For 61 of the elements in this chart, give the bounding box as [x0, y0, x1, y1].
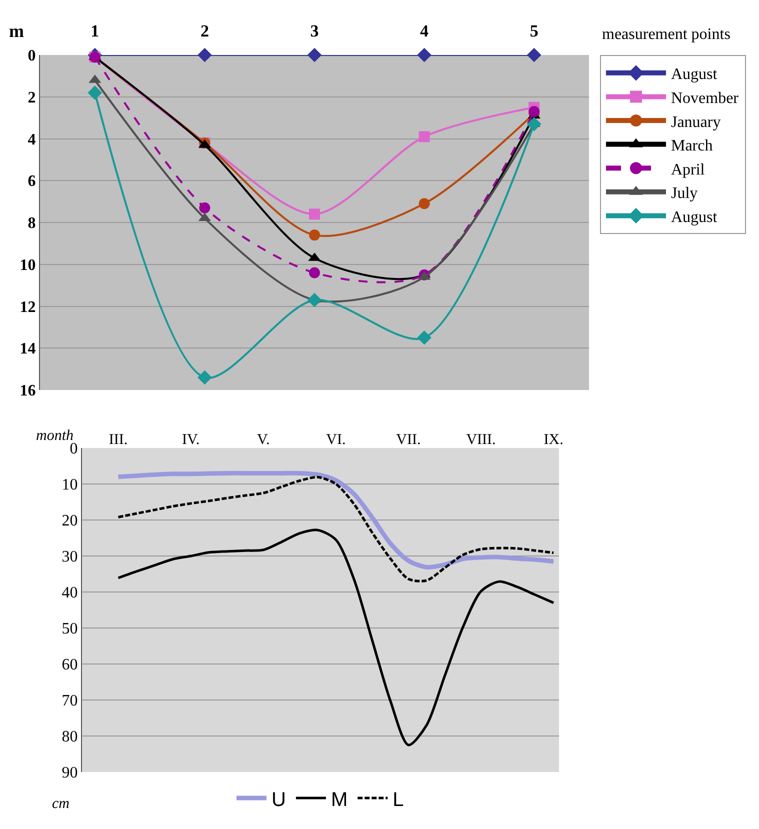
legend-label: November — [670, 90, 740, 107]
legend-label: March — [670, 138, 713, 155]
point — [307, 292, 322, 308]
y-tick-label: 4 — [28, 131, 36, 148]
y-tick-label: 40 — [62, 584, 78, 602]
x-tick-label: 2 — [200, 22, 209, 41]
x-tick-label: 3 — [310, 22, 319, 41]
point — [198, 370, 212, 385]
y-tick-label: 0 — [28, 48, 36, 65]
x-tick-label: V. — [257, 432, 270, 448]
x-tick-label: 5 — [530, 22, 538, 41]
point — [198, 48, 212, 62]
y-tick-label: 30 — [62, 548, 78, 566]
point — [309, 267, 320, 278]
point — [526, 116, 542, 132]
legend-label: July — [670, 185, 698, 202]
legend-label: January — [670, 114, 721, 131]
y-tick-label: 90 — [62, 764, 78, 782]
legend-label: August — [670, 66, 718, 84]
point — [88, 86, 102, 100]
y-tick-label: 12 — [20, 298, 36, 316]
legend-label: L — [392, 788, 404, 811]
legend-label: August — [670, 208, 718, 226]
line-series — [116, 470, 556, 570]
x-axis-title: measurement points — [602, 26, 730, 43]
y-tick-label: 50 — [62, 620, 78, 638]
x-tick-label: IX. — [544, 432, 564, 448]
x-tick-label: 4 — [420, 22, 430, 41]
point — [418, 131, 430, 142]
point — [417, 330, 432, 345]
point — [307, 48, 322, 62]
y-axis-title: cm — [52, 796, 70, 812]
y-tick-label: 6 — [28, 173, 36, 190]
line-series — [117, 476, 555, 582]
point — [417, 48, 432, 62]
x-tick-label: VIII. — [466, 432, 496, 448]
point — [309, 230, 320, 241]
y-tick-label: 8 — [28, 215, 36, 232]
x-tick-label: VI. — [326, 432, 346, 448]
y-tick-label: 2 — [28, 89, 36, 106]
legend-label: U — [272, 788, 286, 811]
x-tick-label: III. — [108, 432, 128, 448]
line-series — [117, 528, 555, 746]
legend-label: April — [670, 161, 706, 178]
point — [526, 48, 542, 62]
point — [418, 198, 430, 210]
x-tick-label: IV. — [182, 432, 200, 448]
x-tick-label: 1 — [90, 22, 100, 41]
y-tick-label: 80 — [62, 728, 78, 746]
y-tick-label: 70 — [62, 692, 78, 710]
point — [309, 208, 320, 220]
y-axis-title: m — [9, 21, 24, 41]
y-tick-label: 14 — [20, 340, 36, 358]
x-tick-label: VII. — [396, 432, 421, 448]
y-tick-label: 10 — [62, 476, 78, 494]
legend-label: M — [330, 788, 348, 811]
point — [199, 202, 210, 214]
y-tick-label: 60 — [62, 656, 78, 674]
y-tick-label: 20 — [62, 512, 78, 530]
y-tick-label: 10 — [20, 256, 36, 274]
y-tick-label: 16 — [20, 382, 36, 400]
